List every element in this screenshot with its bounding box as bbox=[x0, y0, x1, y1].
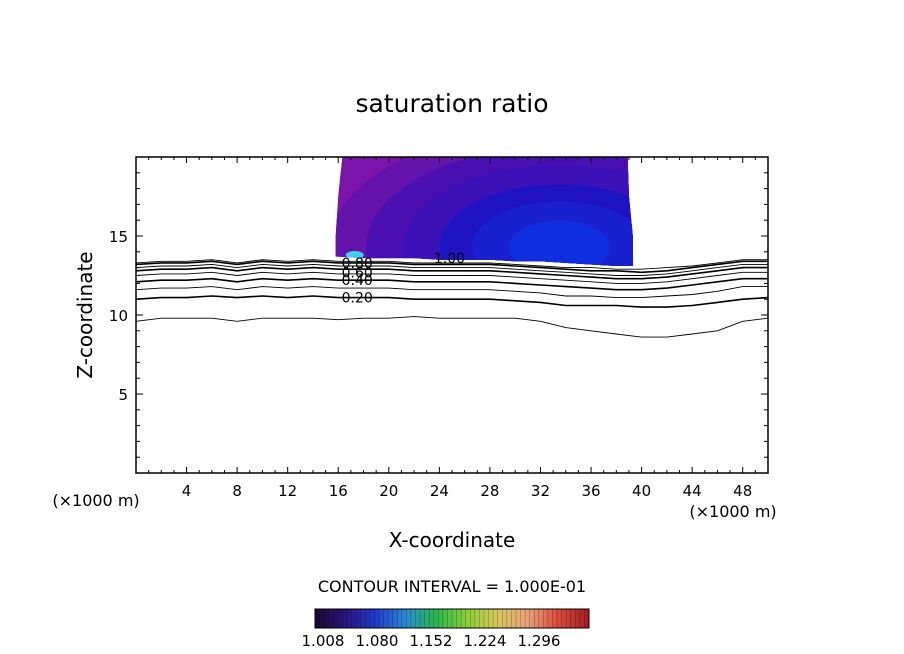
x-tick-label-6: 28 bbox=[480, 482, 499, 500]
colorbar-tick-label-3: 1.224 bbox=[464, 632, 507, 650]
y-axis-label: Z-coordinate bbox=[73, 251, 97, 378]
x-tick-label-0: 4 bbox=[182, 482, 192, 500]
colorbar-ticks: 1.008 1.080 1.152 1.224 1.296 bbox=[302, 609, 590, 650]
region-high-spot bbox=[345, 250, 364, 259]
x-tick-label-5: 24 bbox=[430, 482, 449, 500]
y-tick-label-0: 5 bbox=[118, 386, 128, 404]
y-axis-ticks: 5 10 15 bbox=[109, 172, 768, 458]
x-tick-label-8: 36 bbox=[581, 482, 600, 500]
x-tick-label-4: 20 bbox=[379, 482, 398, 500]
contour-line-7 bbox=[135, 260, 768, 274]
x-tick-label-1: 8 bbox=[232, 482, 242, 500]
contour-label-1: 0.40 bbox=[342, 273, 373, 289]
x-tick-label-2: 12 bbox=[278, 482, 297, 500]
contour-line-4 bbox=[135, 271, 768, 284]
colorbar-tick-label-0: 1.008 bbox=[302, 632, 345, 650]
contour-lines bbox=[135, 259, 769, 338]
contour-line-8 bbox=[135, 259, 768, 270]
x-tick-label-10: 44 bbox=[683, 482, 702, 500]
y-tick-label-2: 15 bbox=[109, 228, 128, 246]
contour-label-0: 0.20 bbox=[342, 291, 373, 307]
region-shell-6 bbox=[508, 220, 611, 267]
contour-line-1 bbox=[135, 295, 769, 308]
contour-line-2 bbox=[135, 286, 768, 299]
x-unit-right: (×1000 m) bbox=[689, 502, 776, 521]
contour-label-3: 0.80 bbox=[342, 256, 373, 272]
colorbar-tick-label-2: 1.152 bbox=[410, 632, 453, 650]
x-axis-label: X-coordinate bbox=[389, 528, 516, 552]
contour-interval-label: CONTOUR INTERVAL = 1.000E-01 bbox=[318, 577, 586, 596]
colorbar bbox=[314, 608, 590, 629]
colorbar-tick-label-1: 1.080 bbox=[356, 632, 399, 650]
contour-label-2: 0.60 bbox=[342, 265, 373, 281]
y-tick-label-1: 10 bbox=[109, 307, 128, 325]
x-axis-ticks: 4 8 12 16 20 24 28 32 36 40 44 48 bbox=[148, 157, 756, 500]
x-tick-label-11: 48 bbox=[733, 482, 752, 500]
contour-line-5 bbox=[135, 266, 768, 280]
x-tick-label-9: 40 bbox=[632, 482, 651, 500]
chart-title: saturation ratio bbox=[355, 89, 548, 118]
x-tick-label-3: 16 bbox=[329, 482, 348, 500]
contour-line-6 bbox=[135, 263, 768, 276]
colorbar-tick-label-4: 1.296 bbox=[518, 632, 561, 650]
x-tick-label-7: 32 bbox=[531, 482, 550, 500]
filled-saturation-region bbox=[335, 157, 633, 267]
x-unit-left: (×1000 m) bbox=[52, 491, 139, 510]
contour-line-0 bbox=[135, 316, 769, 338]
contour-label-4: 1.00 bbox=[434, 251, 465, 267]
contour-labels: 0.20 0.400.600.80 1.00 bbox=[342, 251, 465, 307]
contour-line-3 bbox=[135, 277, 768, 291]
